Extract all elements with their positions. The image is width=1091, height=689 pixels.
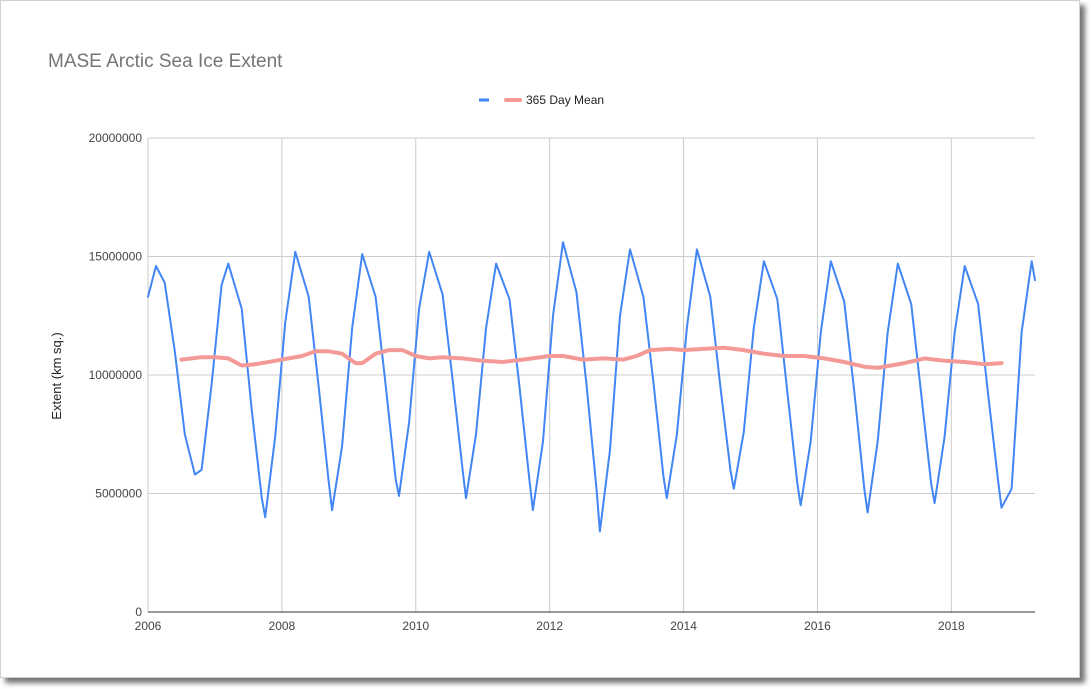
y-tick-label: 10000000 [89, 368, 143, 382]
y-axis-ticks: 0 5000000 10000000 15000000 20000000 [89, 131, 143, 619]
x-tick-label: 2018 [938, 619, 965, 633]
chart-title: MASE Arctic Sea Ice Extent [48, 51, 283, 72]
x-tick-label: 2016 [804, 619, 831, 633]
y-tick-label: 20000000 [89, 131, 143, 145]
series-line-mean [182, 348, 1002, 368]
y-tick-label: 15000000 [89, 250, 143, 264]
line-chart: MASE Arctic Sea Ice Extent 365 Day Mean … [1, 1, 1079, 677]
x-tick-label: 2014 [670, 619, 697, 633]
series-group [148, 242, 1035, 531]
x-tick-label: 2006 [135, 619, 162, 633]
x-tick-label: 2012 [536, 619, 563, 633]
chart-card: MASE Arctic Sea Ice Extent 365 Day Mean … [0, 0, 1080, 678]
y-axis-label: Extent (km sq.) [49, 332, 64, 419]
y-tick-label: 5000000 [95, 487, 142, 501]
x-tick-label: 2010 [402, 619, 429, 633]
series-line-extent [148, 242, 1035, 531]
legend-label-mean: 365 Day Mean [526, 93, 604, 107]
x-tick-label: 2008 [269, 619, 296, 633]
legend: 365 Day Mean [479, 93, 604, 107]
x-axis-ticks: 2006 2008 2010 2012 2014 2016 2018 [135, 619, 965, 633]
y-tick-label: 0 [135, 605, 142, 619]
